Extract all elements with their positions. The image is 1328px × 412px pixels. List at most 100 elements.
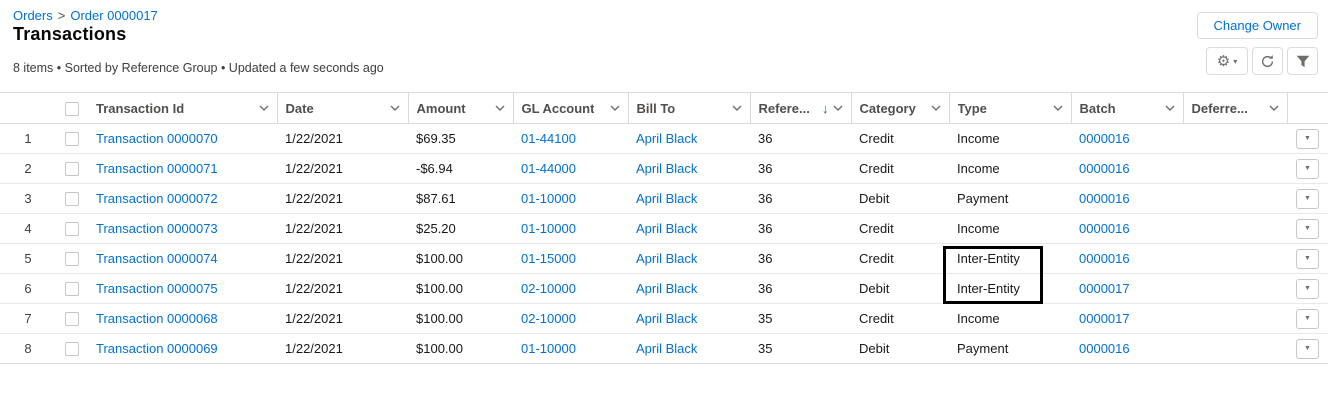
row-checkbox[interactable]	[65, 162, 79, 177]
transaction_id-link[interactable]: Transaction 0000071	[96, 161, 218, 176]
row-checkbox[interactable]	[65, 222, 79, 237]
gl_account-link[interactable]: 02-10000	[521, 311, 576, 326]
caret-down-icon: ▾	[1233, 56, 1238, 66]
row-checkbox[interactable]	[65, 282, 79, 297]
transaction_id-link[interactable]: Transaction 0000073	[96, 221, 218, 236]
column-header-type[interactable]: Type	[949, 92, 1072, 124]
bill_to-link[interactable]: April Black	[636, 311, 698, 326]
breadcrumb-order-link[interactable]: Order 0000017	[70, 8, 158, 23]
batch-link[interactable]: 0000017	[1079, 281, 1130, 296]
batch-link[interactable]: 0000016	[1079, 341, 1130, 356]
bill_to-link[interactable]: April Black	[636, 281, 698, 296]
chevron-down-icon[interactable]	[390, 105, 400, 111]
gl_account-link[interactable]: 01-10000	[521, 221, 576, 236]
row-actions-dropdown-button[interactable]: ▼	[1296, 338, 1319, 359]
row-checkbox-cell	[56, 334, 88, 364]
gl_account-link[interactable]: 01-10000	[521, 341, 576, 356]
transaction_id-link[interactable]: Transaction 0000070	[96, 131, 218, 146]
column-label: Date	[285, 100, 314, 116]
cell-type: Inter-Entity	[957, 281, 1020, 296]
bill_to-link[interactable]: April Black	[636, 131, 698, 146]
bill_to-link[interactable]: April Black	[636, 341, 698, 356]
row-checkbox[interactable]	[65, 192, 79, 207]
bill_to-link[interactable]: April Black	[636, 251, 698, 266]
row-actions-dropdown-button[interactable]: ▼	[1296, 308, 1319, 329]
page-title: Transactions	[13, 24, 127, 44]
change-owner-button[interactable]: Change Owner	[1196, 12, 1318, 39]
batch-link[interactable]: 0000016	[1079, 221, 1130, 236]
gl_account-link[interactable]: 02-10000	[521, 281, 576, 296]
row-checkbox[interactable]	[65, 132, 79, 147]
cell-date: 1/22/2021	[285, 221, 343, 236]
batch-link[interactable]: 0000016	[1079, 251, 1130, 266]
column-header-amount[interactable]: Amount	[408, 92, 514, 124]
column-label: Amount	[416, 100, 466, 116]
cell-type: Inter-Entity	[957, 251, 1020, 266]
cell-bill_to: April Black	[628, 154, 750, 184]
column-header-gl-account[interactable]: GL Account	[513, 92, 629, 124]
bill_to-link[interactable]: April Black	[636, 191, 698, 206]
breadcrumb-orders-link[interactable]: Orders	[13, 8, 53, 23]
chevron-down-icon[interactable]	[1053, 105, 1063, 111]
column-label: Refere...	[758, 100, 810, 116]
cell-type: Income	[957, 131, 1000, 146]
chevron-down-icon[interactable]	[931, 105, 941, 111]
column-header-reference[interactable]: Refere... ↓	[750, 92, 852, 124]
row-actions-dropdown-button[interactable]: ▼	[1296, 128, 1319, 149]
column-header-deferred[interactable]: Deferre...	[1183, 92, 1288, 124]
chevron-down-icon[interactable]	[610, 105, 620, 111]
row-actions-dropdown-button[interactable]: ▼	[1296, 248, 1319, 269]
column-header-batch[interactable]: Batch	[1071, 92, 1184, 124]
cell-category: Debit	[859, 341, 890, 356]
breadcrumb: Orders > Order 0000017	[13, 8, 158, 23]
refresh-button[interactable]	[1252, 47, 1283, 75]
batch-link[interactable]: 0000016	[1079, 191, 1130, 206]
breadcrumb-separator: >	[57, 8, 66, 23]
transaction_id-link[interactable]: Transaction 0000074	[96, 251, 218, 266]
bill_to-link[interactable]: April Black	[636, 221, 698, 236]
gl_account-link[interactable]: 01-44000	[521, 161, 576, 176]
page-header: Orders > Order 0000017 Transactions 8 item…	[0, 0, 1328, 92]
cell-transaction_id: Transaction 0000075	[88, 274, 277, 304]
row-number: 8	[24, 341, 32, 356]
row-checkbox[interactable]	[65, 342, 79, 357]
chevron-down-icon[interactable]	[1165, 105, 1175, 111]
row-checkbox[interactable]	[65, 252, 79, 267]
transaction_id-link[interactable]: Transaction 0000068	[96, 311, 218, 326]
transaction_id-link[interactable]: Transaction 0000069	[96, 341, 218, 356]
table-row: 4 Transaction 0000073 1/22/2021 $25.20 01-10…	[0, 214, 1328, 244]
column-header-category[interactable]: Category	[851, 92, 950, 124]
column-header-bill-to[interactable]: Bill To	[628, 92, 751, 124]
row-actions-dropdown-button[interactable]: ▼	[1296, 188, 1319, 209]
transaction_id-link[interactable]: Transaction 0000075	[96, 281, 218, 296]
filter-button[interactable]	[1287, 47, 1318, 75]
row-checkbox-cell	[56, 304, 88, 334]
row-actions-cell: ▼	[1287, 334, 1328, 364]
row-actions-dropdown-button[interactable]: ▼	[1296, 218, 1319, 239]
filter-icon	[1296, 55, 1310, 68]
batch-link[interactable]: 0000016	[1079, 131, 1130, 146]
select-all-checkbox[interactable]	[65, 101, 79, 116]
row-actions-dropdown-button[interactable]: ▼	[1296, 278, 1319, 299]
chevron-down-icon[interactable]	[1269, 105, 1279, 111]
column-header-date[interactable]: Date	[277, 92, 409, 124]
gl_account-link[interactable]: 01-15000	[521, 251, 576, 266]
table-header-row: Transaction Id Date Amount GL Account Bi…	[0, 92, 1328, 124]
cell-bill_to: April Black	[628, 124, 750, 154]
chevron-down-icon[interactable]	[259, 105, 269, 111]
column-header-transaction-id[interactable]: Transaction Id	[88, 92, 278, 124]
row-actions-header	[1287, 93, 1328, 124]
list-settings-button[interactable]: ⚙ ▾	[1206, 47, 1248, 75]
batch-link[interactable]: 0000017	[1079, 311, 1130, 326]
chevron-down-icon[interactable]	[495, 105, 505, 111]
bill_to-link[interactable]: April Black	[636, 161, 698, 176]
chevron-down-icon[interactable]	[833, 105, 843, 111]
transaction_id-link[interactable]: Transaction 0000072	[96, 191, 218, 206]
gl_account-link[interactable]: 01-10000	[521, 191, 576, 206]
row-actions-dropdown-button[interactable]: ▼	[1296, 158, 1319, 179]
cell-category: Credit	[859, 161, 894, 176]
row-checkbox[interactable]	[65, 312, 79, 327]
chevron-down-icon[interactable]	[732, 105, 742, 111]
gl_account-link[interactable]: 01-44100	[521, 131, 576, 146]
batch-link[interactable]: 0000016	[1079, 161, 1130, 176]
